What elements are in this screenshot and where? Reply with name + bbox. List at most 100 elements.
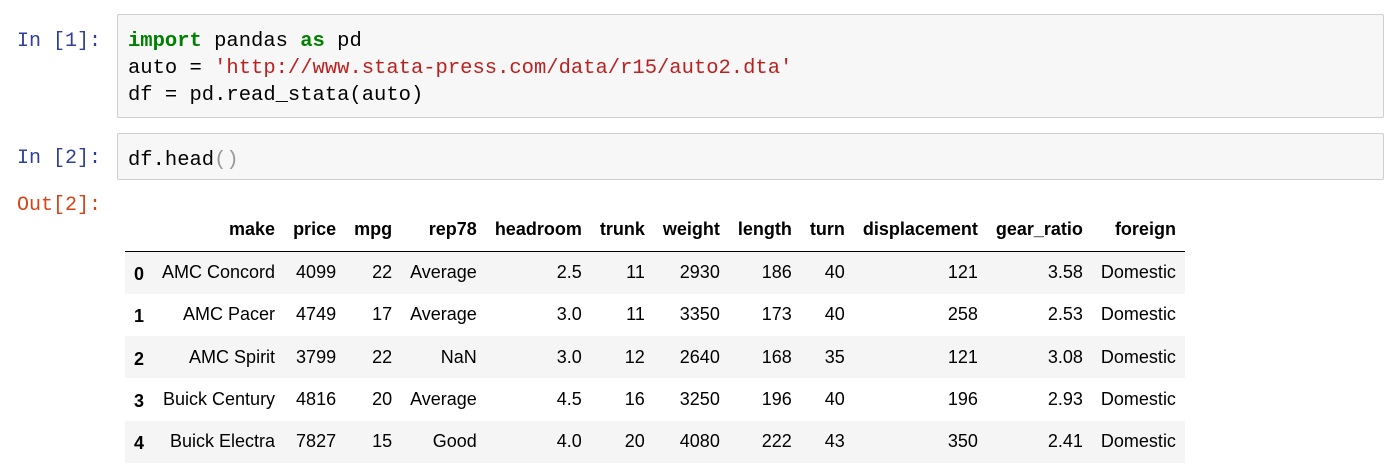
cell-weight: 4080: [679, 431, 720, 452]
table-row: 3 Buick Century 4816 20 Average 4.5 16 3250 196 4…: [125, 378, 1185, 420]
cell-length: 186: [761, 262, 792, 283]
cell-trunk: 11: [626, 304, 645, 325]
row-index: 2: [134, 348, 145, 369]
cell-turn: 40: [824, 262, 845, 283]
cell-rep78: NaN: [440, 346, 477, 367]
cell-gear-ratio: 3.58: [1047, 262, 1083, 283]
cell-2-input-prompt: In [2]:: [17, 147, 102, 170]
row-index: 1: [134, 306, 145, 327]
cell-headroom: 3.0: [556, 304, 582, 325]
column-header-make: make: [153, 208, 285, 252]
cell-turn: 35: [824, 346, 845, 367]
table-row: 0 AMC Concord 4099 22 Average 2.5 11 2930 186 40 1…: [125, 251, 1185, 294]
cell-mpg: 22: [372, 346, 393, 367]
cell-displacement: 121: [947, 346, 978, 367]
cell-weight: 2640: [679, 346, 720, 367]
cell-headroom: 4.5: [556, 389, 582, 410]
cell-turn: 43: [824, 431, 845, 452]
cell-trunk: 12: [624, 346, 645, 367]
cell-length: 196: [761, 389, 792, 410]
cell-weight: 3350: [679, 304, 720, 325]
cell-turn: 40: [824, 304, 845, 325]
keyword-as: as: [300, 30, 325, 53]
row-index: 4: [134, 433, 145, 454]
column-header-headroom: headroom: [485, 208, 591, 252]
cell-foreign: Domestic: [1100, 262, 1176, 283]
column-header-weight: weight: [653, 208, 729, 252]
row-index: 0: [134, 264, 145, 285]
cell-rep78: Good: [432, 431, 477, 452]
code-line-1: import pandas as pd: [128, 28, 1373, 55]
row-index: 3: [134, 391, 145, 412]
cell-displacement: 121: [947, 262, 978, 283]
code-line-3: df = pd.read_stata(auto): [128, 82, 1373, 109]
code-line-1: df.head(): [128, 147, 1373, 174]
cell-trunk: 16: [624, 389, 645, 410]
cell-make: Buick Electra: [170, 431, 276, 452]
cell-foreign: Domestic: [1100, 389, 1176, 410]
cell-gear-ratio: 3.08: [1047, 346, 1083, 367]
cell-headroom: 2.5: [556, 262, 582, 283]
cell-price: 4749: [296, 304, 337, 325]
cell-weight: 3250: [679, 389, 720, 410]
table-row: 1 AMC Pacer 4749 17 Average 3.0 11 3350 173 40 258…: [125, 294, 1185, 336]
cell-mpg: 15: [372, 431, 393, 452]
code-text: df.head: [128, 149, 215, 172]
cell-trunk: 11: [626, 262, 645, 283]
cell-trunk: 20: [624, 431, 645, 452]
column-header-trunk: trunk: [590, 208, 654, 252]
cell-price: 4099: [296, 262, 337, 283]
cell-turn: 40: [824, 389, 845, 410]
column-header-displacement: displacement: [853, 208, 987, 252]
cell-foreign: Domestic: [1100, 431, 1176, 452]
cell-mpg: 17: [372, 304, 393, 325]
cell-make: AMC Spirit: [189, 346, 276, 367]
column-header-mpg: mpg: [345, 208, 402, 252]
cell-price: 7827: [296, 431, 337, 452]
column-header-length: length: [728, 208, 801, 252]
string-literal: 'http://www.stata-press.com/data/r15/aut…: [214, 57, 793, 80]
cell-make: AMC Pacer: [183, 304, 276, 325]
cell-headroom: 4.0: [556, 431, 582, 452]
code-cell-2[interactable]: df.head(): [117, 133, 1384, 180]
table-body: 0 AMC Concord 4099 22 Average 2.5 11 2930 186 40 1…: [125, 251, 1185, 463]
column-header-price: price: [284, 208, 346, 252]
dataframe-table: make price mpg rep78 headroom trunk weight leng…: [125, 208, 1185, 463]
cell-headroom: 3.0: [556, 346, 582, 367]
cell-weight: 2930: [679, 262, 720, 283]
cell-gear-ratio: 2.41: [1047, 431, 1083, 452]
cell-length: 173: [761, 304, 792, 325]
column-header-foreign: foreign: [1091, 208, 1185, 252]
cell-gear-ratio: 2.93: [1047, 389, 1083, 410]
cell-displacement: 350: [947, 431, 978, 452]
code-line-2: auto = 'http://www.stata-press.com/data/…: [128, 55, 1373, 82]
column-header-rep78: rep78: [401, 208, 486, 252]
keyword-import: import: [128, 30, 202, 53]
cell-rep78: Average: [410, 389, 477, 410]
table-row: 2 AMC Spirit 3799 22 NaN 3.0 12 2640 168 35 121 3.0…: [125, 336, 1185, 379]
code-text: pd: [324, 30, 362, 53]
cell-make: AMC Concord: [162, 262, 276, 283]
cell-displacement: 196: [947, 389, 978, 410]
code-text: auto =: [128, 57, 215, 80]
cell-displacement: 258: [947, 304, 978, 325]
cell-rep78: Average: [410, 262, 477, 283]
code-cell-1[interactable]: import pandas as pd auto = 'http://www.st…: [117, 14, 1384, 118]
code-text: pandas: [201, 30, 301, 53]
code-text: df = pd.read_stata(auto): [128, 84, 424, 107]
cell-rep78: Average: [410, 304, 477, 325]
cell-gear-ratio: 2.53: [1047, 304, 1083, 325]
cell-1-input-prompt: In [1]:: [17, 30, 102, 53]
cell-price: 3799: [296, 346, 337, 367]
parentheses: (): [214, 149, 239, 172]
cell-length: 222: [761, 431, 792, 452]
cell-2-output-prompt: Out[2]:: [17, 194, 102, 217]
column-header-turn: turn: [800, 208, 854, 252]
column-header-gear-ratio: gear_ratio: [986, 208, 1092, 252]
cell-make: Buick Century: [163, 389, 276, 410]
cell-price: 4816: [296, 389, 337, 410]
cell-foreign: Domestic: [1100, 346, 1176, 367]
cell-length: 168: [761, 346, 792, 367]
table-row: 4 Buick Electra 7827 15 Good 4.0 20 4080 222 43 35…: [125, 420, 1185, 463]
cell-mpg: 22: [372, 262, 393, 283]
